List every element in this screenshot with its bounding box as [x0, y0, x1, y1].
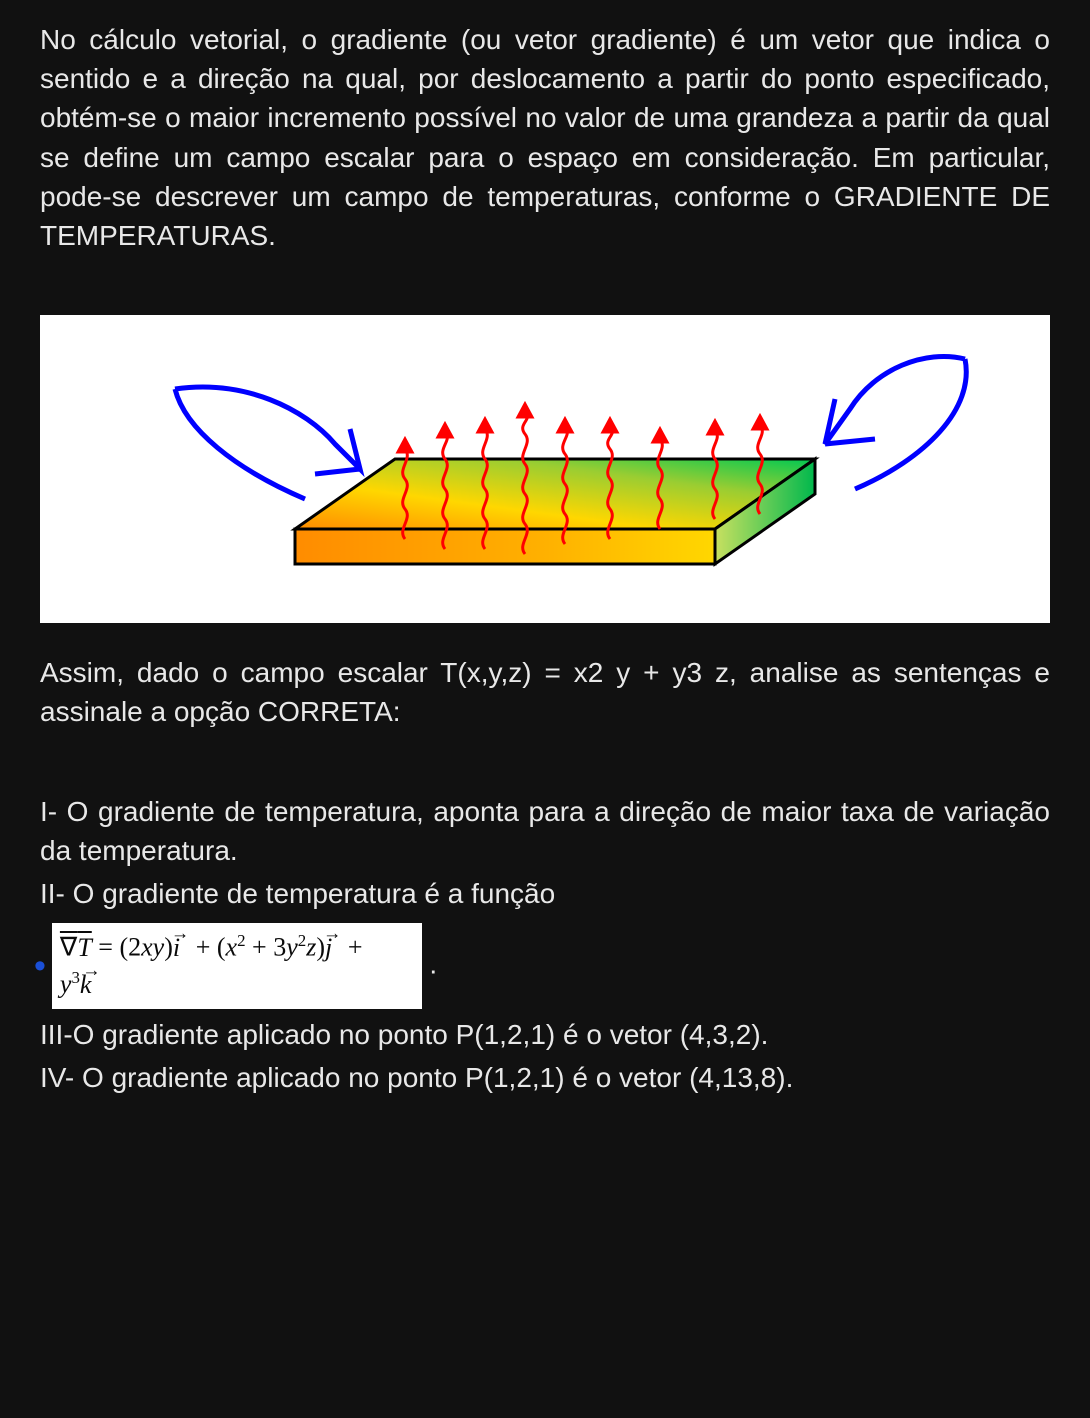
statement-3: III-O gradiente aplicado no ponto P(1,2,…	[40, 1015, 1050, 1054]
intro-paragraph: No cálculo vetorial, o gradiente (ou vet…	[40, 20, 1050, 255]
gradient-figure	[40, 315, 1050, 623]
flow-arrow-right	[825, 357, 966, 490]
formula-image: ∇T = (2xy)i→ + (x2 + 3y2z)j→ + y3k→	[52, 923, 422, 1009]
statements-block: I- O gradiente de temperatura, aponta pa…	[40, 792, 1050, 1098]
flow-arrow-left	[175, 387, 360, 499]
statement-4: IV- O gradiente aplicado no ponto P(1,2,…	[40, 1058, 1050, 1097]
formula-period: .	[422, 949, 438, 980]
statement-1: I- O gradiente de temperatura, aponta pa…	[40, 792, 1050, 870]
gradient-svg	[105, 319, 985, 619]
statement-2: II- O gradiente de temperatura é a funçã…	[40, 874, 1050, 913]
bullet-dot: •	[34, 947, 46, 985]
slab-front	[295, 529, 715, 564]
question-paragraph: Assim, dado o campo escalar T(x,y,z) = x…	[40, 653, 1050, 731]
